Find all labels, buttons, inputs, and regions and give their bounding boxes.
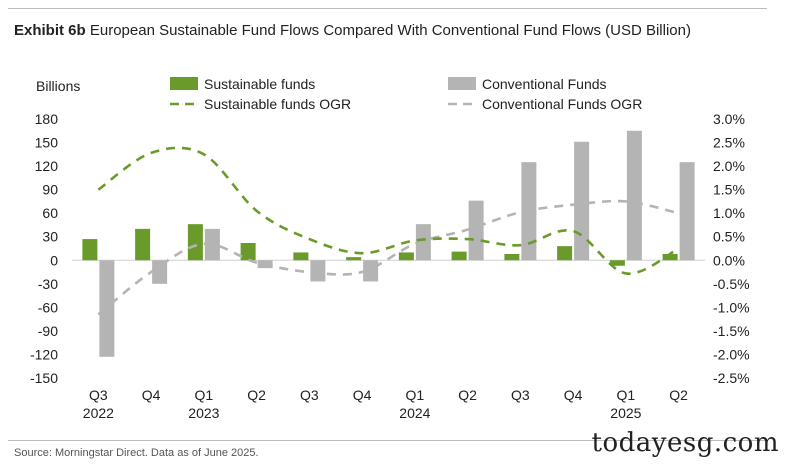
y-tick-label: 180 [35,111,59,127]
bar-sustainable-funds [662,253,678,261]
x-year-label: 2023 [188,405,219,421]
bar-conventional-funds [415,224,431,261]
bar-sustainable-funds [135,228,151,261]
bar-conventional-funds [363,260,379,282]
y2-tick-label: -2.5% [713,370,750,386]
x-tick-label: Q4 [142,387,161,403]
y-tick-label: 150 [35,135,59,151]
legend-conventional-funds-ogr-label: Conventional Funds OGR [482,96,642,112]
bar-sustainable-funds [451,251,467,261]
x-tick-label: Q1 [195,387,214,403]
line-sustainable-funds-ogr [97,146,680,275]
bar-sustainable-funds [504,253,520,261]
y-tick-label: 30 [42,229,58,245]
y2-tick-label: 3.0% [713,111,745,127]
legend-conventional-funds-label: Conventional Funds [482,76,607,92]
y-tick-label: -60 [38,299,58,315]
y2-tick-label: 2.0% [713,158,745,174]
y-axis-label: Billions [36,78,81,94]
top-rule [8,8,767,9]
legend-sustainable-funds-swatch [170,77,198,90]
y2-tick-label: -0.5% [713,276,750,292]
y-tick-label: -120 [30,346,58,362]
bar-conventional-funds [310,260,326,282]
y2-tick-label: 0.0% [713,252,745,268]
legend-sustainable-funds-label: Sustainable funds [204,76,315,92]
bar-sustainable-funds [187,224,203,261]
bar-sustainable-funds [346,257,362,261]
bar-sustainable-funds [557,246,573,261]
bar-sustainable-funds [293,252,309,261]
x-tick-label: Q2 [669,387,688,403]
x-year-label: 2022 [83,405,114,421]
bar-conventional-funds [152,260,168,284]
x-year-label: 2025 [610,405,641,421]
bar-sustainable-funds [609,260,625,266]
bar-sustainable-funds [82,239,98,261]
y2-tick-label: -1.5% [713,323,750,339]
bar-conventional-funds [99,260,115,357]
x-tick-label: Q4 [564,387,583,403]
bar-conventional-funds [626,130,642,261]
x-tick-label: Q1 [406,387,425,403]
exhibit-label: Exhibit 6b [14,22,86,39]
y-tick-label: -30 [38,276,58,292]
chart-area: 180 150 120 90 60 30 0 -30 -60 -90 -120 -150 3.0% 2.5… [30,76,750,421]
y-tick-label: -90 [38,323,58,339]
source-note: Source: Morningstar Direct. Data as of J… [14,447,259,459]
bar-sustainable-funds [398,252,414,261]
y2-tick-label: -2.0% [713,346,750,362]
bar-sustainable-funds [240,243,256,261]
line-conventional-funds-ogr [97,199,679,316]
x-tick-label: Q1 [617,387,636,403]
y-tick-label: 90 [42,182,58,198]
exhibit-title: European Sustainable Fund Flows Compared… [89,22,691,39]
watermark: todayesg.com [591,428,779,458]
chart-title: Exhibit 6b European Sustainable Fund Flo… [14,22,691,39]
x-year-label: 2024 [399,405,430,421]
x-tick-label: Q3 [89,387,108,403]
y2-tick-label: 1.5% [713,182,745,198]
y-tick-label: 120 [35,158,59,174]
y-tick-label: 60 [42,205,58,221]
x-tick-label: Q2 [458,387,477,403]
bar-conventional-funds [468,200,484,261]
bar-conventional-funds [679,162,695,261]
y2-tick-label: 0.5% [713,229,745,245]
y2-tick-label: -1.0% [713,299,750,315]
footer-rule [8,440,767,441]
y2-tick-label: 2.5% [713,135,745,151]
y-tick-label: 0 [50,252,58,268]
x-tick-label: Q4 [353,387,372,403]
y2-tick-label: 1.0% [713,205,745,221]
bar-conventional-funds [574,141,590,261]
x-tick-label: Q2 [247,387,266,403]
legend-sustainable-funds-ogr-label: Sustainable funds OGR [204,96,351,112]
x-tick-label: Q3 [300,387,319,403]
legend-conventional-funds-swatch [448,77,476,90]
y-tick-label: -150 [30,370,58,386]
x-tick-label: Q3 [511,387,530,403]
